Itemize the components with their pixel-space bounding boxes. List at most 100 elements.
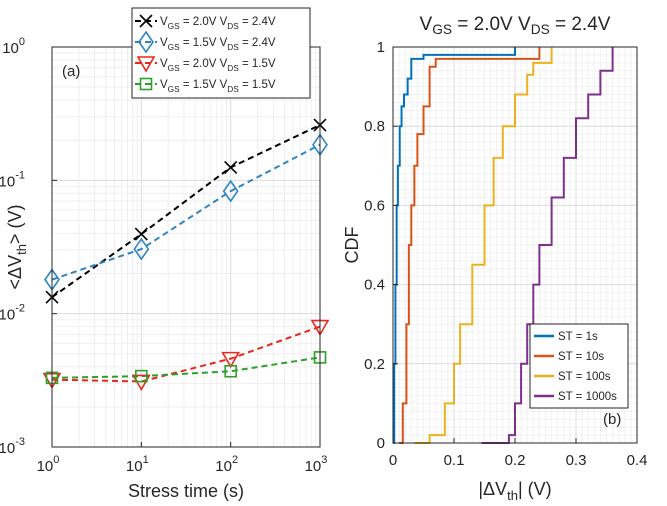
data-point-square	[135, 369, 148, 383]
legend-entry-label-part: V	[160, 58, 168, 70]
legend-entry-label-part: V	[160, 16, 168, 28]
panel-b-chart: 0 0.1 0.2 0.3 0.4 0 0.2 0.4 0.6 0.8 1 VGS​ = 2.0V …	[342, 14, 647, 503]
data-point-triangle-down	[221, 351, 241, 369]
x-tick-label: 0.3	[566, 452, 587, 469]
legend-entry-label-part: = 1.5V	[180, 37, 220, 49]
ylabel-part: <ΔV	[5, 255, 25, 290]
y-tick-label: 0.6	[364, 197, 385, 214]
ylabel-part: > (V)	[5, 205, 25, 245]
x-tick-label: 102	[215, 454, 238, 475]
tick-base: 10	[0, 440, 15, 457]
y-tick-label: 0.2	[364, 356, 385, 373]
tick-base: 10	[215, 458, 232, 475]
y-tick-label: 0.8	[364, 118, 385, 135]
legend-box	[529, 323, 629, 409]
panel-b-tick-labels: 0 0.1 0.2 0.3 0.4 0 0.2 0.4 0.6 0.8 1	[364, 39, 647, 469]
legend-entry-label-subscript: DS	[227, 43, 239, 52]
data-point-diamond	[133, 237, 150, 261]
legend-entry-label: VGS​ = 2.0V VDS​ = 2.4V	[160, 16, 276, 31]
tick-base: 10	[0, 307, 15, 324]
panel-b-title-text-part: = 2.0V	[452, 14, 518, 35]
panel-a-label: (a)	[62, 63, 80, 80]
legend-entry-label-part: = 1.5V	[239, 58, 276, 70]
legend-box	[131, 7, 311, 99]
tick-exponent: 0	[53, 454, 59, 466]
panel-b-xlabel: |ΔVth| (V)	[478, 479, 551, 503]
panel-a-ylabel-text: <ΔVth> (V)	[5, 205, 29, 290]
legend-entry-label: ST = 1s	[558, 331, 598, 343]
panel-b-title-text-part: V	[420, 14, 433, 35]
legend-entry-label-part: = 2.0V	[180, 16, 220, 28]
panel-a-legend: VGS​ = 2.0V VDS​ = 2.4V VGS​ = 1.5V VDS​ …	[131, 7, 311, 99]
y-tick-label: 1	[377, 39, 385, 56]
legend-entry-label-part: = 2.4V	[239, 37, 276, 49]
cdf-series-line	[393, 47, 516, 444]
data-point-square	[224, 364, 237, 378]
data-point-x	[224, 160, 238, 174]
y-tick-label: 0	[377, 435, 385, 452]
panel-a-grid	[51, 46, 321, 448]
panel-a-ylabel: <ΔVth> (V)	[5, 205, 29, 290]
panel-b-title-text-part: V	[518, 14, 531, 35]
x-tick-label: 103	[305, 454, 328, 475]
x-tick-label: 0.2	[505, 452, 526, 469]
legend-entry-label-part: = 1.5V	[180, 79, 220, 91]
cdf-series-line	[414, 47, 553, 444]
y-tick-label: 0.4	[364, 277, 385, 294]
tick-base: 10	[126, 458, 143, 475]
panel-b-ylabel: CDF	[342, 227, 362, 264]
cdf-series-line	[481, 47, 614, 444]
legend-entry-label-subscript: DS	[227, 64, 239, 73]
panel-b-title: VGS​ = 2.0V VDS​ = 2.4V	[420, 14, 611, 37]
panel-b-title-text: VGS​ = 2.0V VDS​ = 2.4V	[420, 14, 611, 37]
ylabel-subscript: th	[14, 244, 29, 255]
series-line-x	[51, 124, 321, 298]
panel-b-xlabel-text: |ΔVth| (V)	[478, 479, 551, 503]
x-tick-label: 0.4	[627, 452, 648, 469]
legend-entry-label-subscript: DS	[227, 85, 239, 94]
legend-entry-label-part: V	[220, 79, 228, 91]
legend-entry-label-part: = 2.4V	[239, 16, 276, 28]
tick-base: 10	[37, 458, 54, 475]
x-tick-label: 0	[389, 452, 397, 469]
tick-exponent: 3	[321, 454, 327, 466]
y-tick-label: 10-3	[0, 436, 25, 457]
legend-entry-label: ST = 100s	[558, 371, 611, 383]
data-point-triangle-down	[131, 374, 151, 392]
legend-entry-label-subscript: DS	[227, 22, 239, 31]
panel-b-title-text-part: = 2.4V	[550, 14, 611, 35]
legend-entry-label-subscript: GS	[168, 22, 180, 31]
panel-a-plot-area	[52, 47, 320, 447]
panel-b-title-text-subscript: DS	[531, 22, 550, 37]
tick-exponent: -1	[15, 169, 25, 181]
legend-entry-label: VGS​ = 2.0V VDS​ = 1.5V	[160, 58, 276, 73]
panel-a-series-lines	[51, 124, 321, 383]
tick-exponent: 0	[19, 36, 25, 48]
series-line-diamond	[51, 143, 321, 281]
legend-entry-label-subscript: GS	[168, 43, 180, 52]
panel-b-label: (b)	[603, 411, 621, 428]
cdf-series-line	[399, 47, 541, 444]
series-line-triangle-down	[51, 325, 321, 383]
x-tick-label: 100	[37, 454, 60, 475]
legend-entry-label-subscript: GS	[168, 64, 180, 73]
legend-marker-x	[139, 14, 153, 28]
tick-exponent: 1	[143, 454, 149, 466]
panel-b-title-text-subscript: GS	[432, 22, 452, 37]
x-tick-label: 0.1	[444, 452, 465, 469]
tick-base: 10	[0, 173, 15, 190]
tick-exponent: 2	[232, 454, 238, 466]
legend-entry-label-part: V	[160, 79, 168, 91]
legend-marker-diamond	[138, 30, 154, 54]
legend-entry-label: ST = 10s	[558, 351, 604, 363]
legend-entry-label-subscript: GS	[168, 85, 180, 94]
tick-base: 10	[2, 40, 19, 57]
y-tick-label: 100	[2, 36, 25, 57]
legend-entry-label: VGS​ = 1.5V VDS​ = 2.4V	[160, 37, 276, 52]
xlabel-subscript: th	[507, 488, 518, 503]
legend-entry-label-part: = 1.5V	[239, 79, 276, 91]
y-tick-label: 10-2	[0, 303, 25, 324]
legend-marker-triangle-down	[136, 56, 156, 73]
xlabel-part: | (V)	[518, 479, 552, 499]
